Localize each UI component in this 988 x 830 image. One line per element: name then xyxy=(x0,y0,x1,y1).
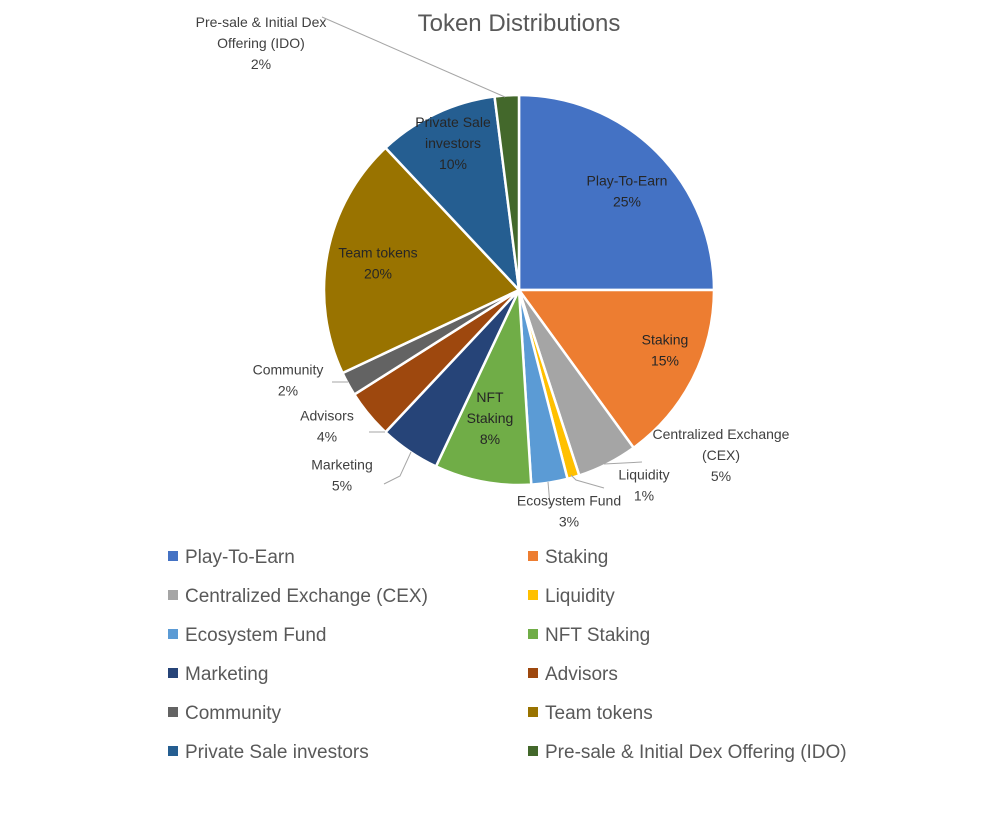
leader-line-centralized-exchange-cex xyxy=(603,461,643,465)
legend-item-liquidity: Liquidity xyxy=(528,586,615,607)
legend-item-ecosystem-fund: Ecosystem Fund xyxy=(168,625,327,646)
leader-line-pre-sale-and-initial-dex-offering-ido xyxy=(321,16,506,98)
legend-item-private-sale-investors: Private Sale investors xyxy=(168,742,369,763)
data-label-community: Community 2% xyxy=(253,362,324,399)
legend-label: Marketing xyxy=(185,664,268,685)
legend-label: Liquidity xyxy=(545,586,615,607)
legend-swatch xyxy=(528,551,538,561)
data-label-ecosystem-fund: Ecosystem Fund 3% xyxy=(517,493,621,530)
chart-title: Token Distributions xyxy=(418,10,621,37)
legend-label: Team tokens xyxy=(545,703,653,724)
data-labels: Play-To-Earn 25% Staking 15% Centralized Exc… xyxy=(196,14,790,530)
legend-item-pre-sale-and-initial-dex-offering-ido: Pre-sale & Initial Dex Offering (IDO) xyxy=(528,742,847,763)
legend-item-community: Community xyxy=(168,703,282,724)
legend-swatch xyxy=(528,668,538,678)
leader-line-ecosystem-fund xyxy=(547,481,551,506)
legend-label: Advisors xyxy=(545,664,618,685)
legend-label: Community xyxy=(185,703,282,724)
pie-slice-pre-sale-and-initial-dex-offering-ido xyxy=(493,93,521,291)
pie-slice-private-sale-investors xyxy=(383,95,521,294)
legend-swatch xyxy=(528,746,538,756)
data-label-marketing: Marketing 5% xyxy=(311,457,372,494)
legend-swatch xyxy=(168,668,178,678)
legend-swatch xyxy=(168,590,178,600)
legend: Play-To-Earn Staking Centralized Exchange … xyxy=(168,547,847,763)
legend-label: Ecosystem Fund xyxy=(185,625,327,646)
pie-slices xyxy=(322,93,716,487)
legend-item-advisors: Advisors xyxy=(528,664,618,685)
leader-line-marketing xyxy=(383,451,412,485)
data-label-team-tokens: Team tokens 20% xyxy=(338,245,417,282)
data-label-private-sale-investors: Private Sale investors 10% xyxy=(415,114,491,172)
legend-swatch xyxy=(528,590,538,600)
pie-slice-play-to-earn xyxy=(517,93,716,292)
data-label-staking: Staking 15% xyxy=(642,332,689,369)
legend-swatch xyxy=(168,746,178,756)
legend-swatch xyxy=(168,629,178,639)
leader-line-liquidity xyxy=(570,474,605,489)
legend-label: Staking xyxy=(545,547,608,568)
legend-label: Centralized Exchange (CEX) xyxy=(185,586,428,607)
data-label-pre-sale-and-initial-dex-offering-ido: Pre-sale & Initial Dex Offering (IDO) 2% xyxy=(196,14,327,72)
legend-label: Pre-sale & Initial Dex Offering (IDO) xyxy=(545,742,847,763)
legend-swatch xyxy=(168,707,178,717)
data-label-play-to-earn: Play-To-Earn 25% xyxy=(587,173,668,210)
legend-item-centralized-exchange-cex: Centralized Exchange (CEX) xyxy=(168,586,428,607)
legend-label: Play-To-Earn xyxy=(185,547,295,568)
legend-item-play-to-earn: Play-To-Earn xyxy=(168,547,295,568)
legend-item-nft-staking: NFT Staking xyxy=(528,625,650,646)
data-label-centralized-exchange-cex: Centralized Exchange (CEX) 5% xyxy=(653,426,790,484)
legend-swatch xyxy=(168,551,178,561)
legend-swatch xyxy=(528,629,538,639)
legend-item-staking: Staking xyxy=(528,547,608,568)
data-label-liquidity: Liquidity 1% xyxy=(618,467,669,504)
data-label-nft-staking: NFT Staking 8% xyxy=(467,389,514,447)
legend-item-marketing: Marketing xyxy=(168,664,268,685)
pie-slice-nft-staking xyxy=(434,289,533,487)
legend-item-team-tokens: Team tokens xyxy=(528,703,653,724)
pie-slice-staking xyxy=(516,288,716,450)
pie-slice-team-tokens xyxy=(322,146,522,375)
data-label-advisors: Advisors 4% xyxy=(300,408,354,445)
leader-lines xyxy=(321,16,643,506)
legend-swatch xyxy=(528,707,538,717)
legend-label: NFT Staking xyxy=(545,625,650,646)
legend-label: Private Sale investors xyxy=(185,742,369,763)
